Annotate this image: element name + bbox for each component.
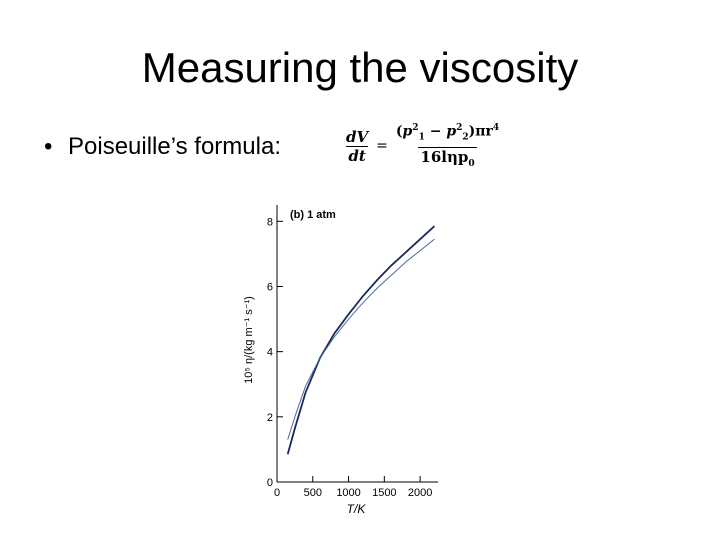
series-line-1 [286,225,436,455]
chart-series [286,225,436,455]
formula-lhs-numerator: dV [346,127,369,146]
slide-title: Measuring the viscosity [141,44,579,91]
bullet-text: Poiseuille’s formula: [68,133,281,160]
formula-rhs-denominator: 16lηp0 [418,146,477,173]
formula-equals: = [376,138,388,154]
chart-x-axis-label: T/K [347,502,367,516]
series-line-2 [287,238,435,440]
formula-rhs-fraction: (p21 − p22)πr4 16lηp0 [394,119,501,172]
chart-y-axis-label: 10⁵ η/(kg m⁻¹ s⁻¹) [243,296,255,384]
bullet-item: • Poiseuille’s formula: [44,132,281,162]
x-tick-label: 1500 [372,487,396,499]
x-tick-label: 500 [304,487,322,499]
formula-lhs-denominator: dt [346,145,368,165]
y-tick-label: 0 [267,477,273,489]
y-tick-label: 6 [267,281,273,293]
formula-rhs-numerator: (p21 − p22)πr4 [395,123,500,143]
formula-lhs-fraction: dV dt [344,128,370,165]
y-tick-label: 8 [267,216,273,228]
y-tick-label: 4 [267,347,273,359]
x-tick-label: 1000 [336,487,360,499]
bullet-dot-icon: • [44,133,53,160]
y-tick-label: 2 [267,412,273,424]
x-tick-label: 2000 [408,487,432,499]
chart-panel-label: (b) 1 atm [290,209,336,221]
chart-axes: 0 2 4 6 8 0 500 1000 1500 2000 [267,205,438,499]
x-tick-label: 0 [274,487,280,499]
poiseuille-formula: dV dt = (p21 − p22)πr4 16lηp0 [344,120,504,172]
